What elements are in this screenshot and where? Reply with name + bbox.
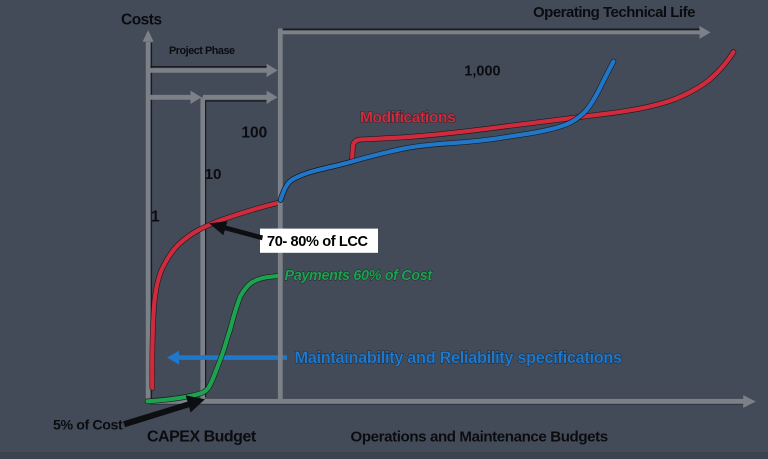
svg-text:5% of Cost: 5% of Cost	[53, 418, 123, 434]
svg-text:70- 80% of LCC: 70- 80% of LCC	[267, 234, 368, 250]
svg-text:CAPEX Budget: CAPEX Budget	[147, 429, 257, 446]
svg-text:Payments 60% of Cost: Payments 60% of Cost	[285, 268, 434, 284]
svg-text:Costs: Costs	[121, 12, 162, 29]
svg-text:100: 100	[241, 125, 267, 142]
svg-text:Operating Technical Life: Operating Technical Life	[533, 4, 695, 21]
svg-text:Maintainability and Reliabilit: Maintainability and Reliability specific…	[295, 349, 623, 367]
svg-text:1: 1	[151, 209, 160, 226]
svg-text:10: 10	[205, 166, 222, 183]
svg-text:Operations and Maintenance Bud: Operations and Maintenance Budgets	[351, 429, 608, 446]
svg-text:1,000: 1,000	[464, 63, 500, 79]
svg-text:Modifications: Modifications	[360, 110, 455, 127]
svg-text:Project Phase: Project Phase	[169, 45, 235, 57]
